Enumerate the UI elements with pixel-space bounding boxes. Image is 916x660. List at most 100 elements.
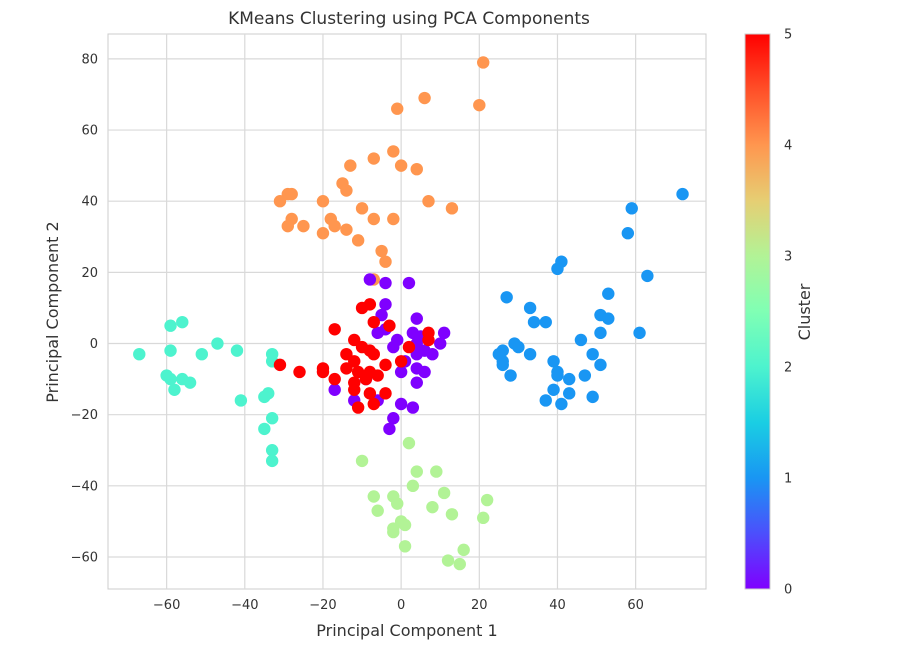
data-point-cluster-3: [426, 500, 439, 514]
data-point-cluster-3: [398, 540, 412, 553]
data-point-cluster-3: [391, 497, 404, 510]
data-point-cluster-5: [316, 365, 330, 379]
data-point-cluster-3: [410, 465, 423, 478]
data-point-cluster-4: [473, 98, 486, 112]
data-point-cluster-4: [477, 56, 490, 69]
data-point-cluster-0: [406, 401, 420, 414]
data-point-cluster-2: [265, 444, 279, 457]
data-point-cluster-2: [164, 319, 177, 332]
data-point-cluster-3: [445, 508, 459, 521]
data-point-cluster-5: [394, 355, 408, 368]
y-tick-label: 0: [90, 337, 98, 352]
data-point-cluster-3: [437, 486, 451, 500]
y-tick-label: 60: [81, 124, 98, 139]
data-point-cluster-1: [539, 394, 552, 407]
data-point-cluster-0: [328, 383, 341, 396]
data-point-cluster-4: [285, 187, 298, 201]
data-point-cluster-1: [621, 227, 635, 240]
data-point-cluster-0: [437, 326, 451, 340]
colorbar-tick-label: 0: [784, 583, 792, 598]
data-point-cluster-4: [273, 195, 287, 208]
data-point-cluster-4: [355, 202, 369, 215]
data-point-cluster-2: [265, 454, 279, 468]
data-point-cluster-3: [480, 493, 494, 507]
data-point-cluster-1: [500, 291, 513, 304]
data-point-cluster-3: [367, 490, 380, 503]
data-points: [133, 56, 689, 571]
data-point-cluster-5: [367, 315, 380, 329]
data-point-cluster-4: [316, 195, 330, 208]
data-point-cluster-3: [402, 436, 416, 450]
colorbar-tick-labels: 0 1 2 3 4 5: [784, 28, 792, 598]
data-point-cluster-0: [383, 422, 396, 436]
data-point-cluster-1: [633, 326, 646, 340]
data-point-cluster-5: [383, 319, 396, 332]
data-point-cluster-1: [563, 372, 576, 386]
data-point-cluster-5: [351, 401, 365, 414]
data-point-cluster-1: [527, 315, 541, 329]
data-point-cluster-5: [328, 372, 341, 386]
data-point-cluster-2: [265, 412, 279, 425]
data-point-cluster-4: [367, 152, 380, 165]
data-point-cluster-1: [594, 358, 607, 372]
data-point-cluster-1: [547, 383, 560, 396]
chart-title: KMeans Clustering using PCA Components: [228, 9, 590, 29]
data-point-cluster-1: [563, 387, 576, 400]
y-tick-label: 20: [81, 266, 98, 281]
x-tick-label: −20: [309, 598, 336, 613]
data-point-cluster-0: [363, 273, 377, 286]
colorbar: [744, 33, 771, 590]
data-point-cluster-3: [387, 525, 400, 539]
data-point-cluster-1: [602, 312, 615, 325]
data-point-cluster-0: [434, 337, 447, 350]
data-point-cluster-5: [293, 365, 306, 379]
y-tick-labels: −60 −40 −20 0 20 40 60 80: [71, 52, 98, 565]
data-point-cluster-2: [234, 394, 248, 407]
x-tick-label: 60: [627, 598, 644, 613]
data-point-cluster-4: [316, 227, 330, 240]
data-point-cluster-2: [183, 376, 197, 389]
colorbar-tick-label: 1: [784, 472, 792, 487]
data-point-cluster-5: [363, 387, 377, 400]
data-point-cluster-3: [398, 518, 412, 532]
data-point-cluster-1: [539, 315, 552, 329]
data-point-cluster-1: [574, 333, 588, 347]
data-point-cluster-1: [504, 369, 517, 382]
data-point-cluster-4: [297, 219, 310, 233]
data-point-cluster-3: [406, 479, 420, 493]
data-point-cluster-4: [328, 219, 341, 233]
data-point-cluster-1: [551, 262, 564, 276]
data-point-cluster-3: [457, 543, 470, 557]
x-tick-label: −40: [231, 598, 258, 613]
data-point-cluster-4: [422, 195, 435, 208]
colorbar-label: Cluster: [795, 283, 814, 340]
data-point-cluster-4: [367, 212, 380, 226]
x-tick-label: 0: [397, 598, 405, 613]
plot-area: [107, 33, 707, 590]
data-point-cluster-1: [586, 390, 599, 404]
y-tick-label: −20: [71, 408, 98, 423]
data-point-cluster-0: [387, 412, 400, 425]
data-point-cluster-2: [133, 347, 146, 361]
data-point-cluster-5: [359, 372, 373, 386]
data-point-cluster-5: [348, 383, 361, 396]
data-point-cluster-1: [602, 287, 615, 300]
data-point-cluster-0: [426, 347, 439, 361]
x-tick-label: −60: [153, 598, 180, 613]
data-point-cluster-1: [523, 301, 537, 315]
data-point-cluster-1: [512, 340, 525, 354]
colorbar-tick-label: 4: [784, 139, 792, 154]
data-point-cluster-2: [164, 344, 177, 357]
data-point-cluster-5: [367, 397, 380, 411]
data-point-cluster-1: [496, 358, 509, 372]
colorbar-tick-label: 3: [784, 250, 792, 265]
x-tick-labels: −60 −40 −20 0 20 40 60: [153, 598, 644, 613]
data-point-cluster-4: [340, 184, 353, 197]
data-point-cluster-3: [430, 465, 443, 478]
data-point-cluster-5: [363, 298, 377, 311]
data-point-cluster-0: [394, 365, 408, 379]
data-point-cluster-5: [379, 358, 392, 372]
data-point-cluster-1: [641, 269, 654, 283]
data-point-cluster-4: [410, 162, 423, 176]
